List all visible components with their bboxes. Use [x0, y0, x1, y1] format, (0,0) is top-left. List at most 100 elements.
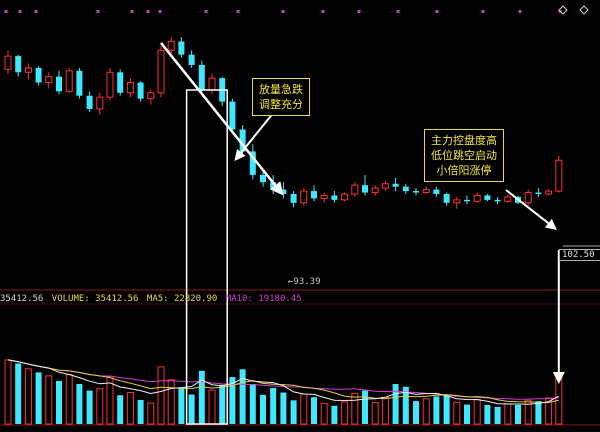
candle-down — [494, 199, 501, 202]
candle-down — [413, 191, 419, 193]
volume-bar-down — [362, 390, 368, 424]
candle-up — [351, 184, 359, 195]
candle-down — [362, 185, 368, 193]
volume-bar-up — [545, 397, 553, 425]
annotation-callout-sharp-drop: 放量急跌 调整充分 — [252, 78, 310, 116]
candle-up — [453, 199, 461, 204]
volume-bar-down — [311, 397, 317, 424]
candle-down — [392, 183, 399, 187]
volume-ma10-line — [7, 359, 559, 404]
callout-arrow-right-shaft — [505, 189, 549, 224]
volume-bar-down — [443, 395, 450, 424]
callout-line: 调整充分 — [259, 98, 303, 111]
volume-bar-up — [65, 374, 73, 425]
volume-bar-down — [535, 401, 542, 424]
volume-bar-down — [76, 384, 83, 424]
highlight-box — [185, 89, 228, 425]
callout-line: 放量急跌 — [259, 83, 303, 96]
candle-down — [117, 72, 124, 93]
callout-line: 小倍阳涨停 — [436, 164, 492, 177]
candle-up — [208, 77, 216, 91]
candle-up — [65, 70, 73, 92]
candle-down — [280, 189, 287, 194]
volume-bar-up — [96, 388, 104, 425]
volume-bar-up — [24, 368, 32, 425]
volume-bar-up — [126, 392, 134, 425]
diamond-icon — [579, 5, 589, 15]
volume-bar-down — [198, 370, 205, 424]
candle-up — [524, 192, 532, 204]
volume-bar-down — [464, 404, 470, 424]
volume-bar-up — [524, 399, 532, 425]
candle-down — [260, 174, 266, 183]
candle-down — [249, 151, 256, 175]
candle-up — [106, 71, 114, 98]
candle-up — [555, 159, 563, 192]
annotation-callout-breakout: 主力控盘度高 低位跳空启动 小倍阳涨停 — [424, 129, 504, 182]
volume-bar-up — [320, 402, 328, 425]
volume-bar-down — [239, 369, 246, 424]
volume-value: VOLUME: 35412.56 — [51, 294, 139, 304]
volume-bar-up — [45, 375, 53, 425]
candle-up — [4, 55, 12, 70]
volume-bar-down — [331, 405, 338, 424]
event-marker — [34, 10, 38, 13]
candle-down — [535, 192, 542, 194]
candle-down — [229, 101, 236, 130]
candle-up — [96, 96, 104, 110]
volume-bar-down — [249, 384, 256, 424]
volume-bar-down — [494, 406, 501, 424]
volume-bar-down — [86, 390, 93, 424]
event-marker — [130, 10, 134, 13]
event-marker — [4, 10, 8, 13]
candle-up — [422, 189, 430, 194]
volume-bar-up — [453, 401, 461, 425]
callout-arrow-left-head — [234, 148, 246, 161]
candle-down — [484, 195, 491, 200]
callout-arrow-right-head — [544, 218, 557, 230]
volume-bar-down — [433, 396, 440, 424]
trend-arrow-shaft — [160, 42, 277, 187]
candle-down — [290, 194, 297, 203]
candle-up — [24, 67, 32, 73]
volume-bar-up — [147, 402, 155, 425]
volume-bar-down — [290, 400, 297, 424]
volume-bars — [4, 359, 563, 425]
volume-bar-down — [219, 384, 226, 424]
volume-bar-down — [35, 372, 42, 424]
callout-line: 低位跳空启动 — [431, 149, 497, 162]
event-marker — [18, 10, 22, 13]
low-price-value: 93.39 — [293, 277, 321, 287]
volume-arrow-head — [552, 372, 565, 384]
candle-up — [504, 196, 512, 202]
candle-up — [45, 76, 53, 84]
volume-moving-averages — [7, 359, 560, 405]
candle-down — [56, 76, 62, 92]
volume-bar-down — [117, 395, 124, 424]
volume-bar-down — [137, 399, 144, 424]
event-markers-row — [4, 5, 589, 15]
volume-bar-up — [167, 379, 175, 425]
candle-down — [402, 186, 409, 192]
volume-bar-down — [280, 392, 287, 424]
volume-bar-down — [270, 387, 277, 424]
volume-bar-up — [381, 397, 389, 425]
diamond-icon — [558, 5, 568, 15]
trend-arrow-head — [270, 181, 284, 196]
event-marker — [281, 10, 285, 13]
volume-bar-down — [188, 394, 195, 424]
event-marker — [357, 10, 361, 13]
candle-up — [147, 92, 155, 100]
event-marker — [435, 10, 439, 13]
volume-ma5-line — [7, 359, 560, 405]
volume-bar-up — [504, 403, 512, 425]
candle-up — [545, 190, 553, 195]
event-marker — [321, 10, 325, 13]
callout-line: 主力控盘度高 — [431, 134, 497, 147]
event-marker — [518, 10, 522, 13]
candle-up — [167, 40, 175, 51]
low-price-label: ←93.39 — [288, 277, 321, 287]
volume-bar-down — [15, 363, 22, 424]
